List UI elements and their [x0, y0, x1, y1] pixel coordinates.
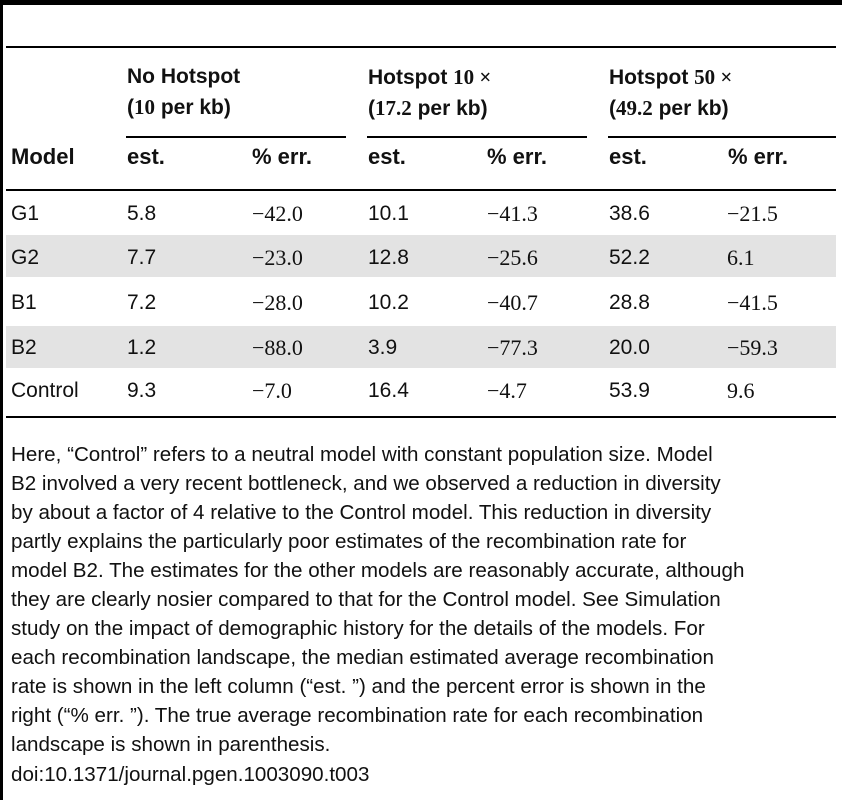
footnote-line: Here, “Control” refers to a neutral mode… [11, 443, 713, 466]
footnote-line: right (“% err. ”). The true average reco… [11, 704, 704, 727]
cell-est: 20.0 [609, 336, 650, 359]
cell-est: 9.3 [127, 379, 157, 402]
cell-est: 53.9 [609, 379, 650, 402]
cell-err: −59.3 [727, 335, 778, 360]
group-header-hotspot-10x: Hotspot 10 × (17.2 per kb) [368, 65, 492, 120]
group-underline-no-hotspot [126, 136, 346, 138]
cell-err: −21.5 [727, 201, 778, 226]
cell-est: 28.8 [609, 291, 650, 314]
column-header-model: Model [11, 144, 75, 169]
cell-est: 1.2 [127, 336, 157, 359]
footnote-line: B2 involved a very recent bottleneck, an… [11, 472, 721, 495]
cell-est: 38.6 [609, 202, 650, 225]
left-border-rule [0, 0, 3, 800]
cell-model: B2 [11, 336, 37, 359]
cell-model: G1 [11, 202, 40, 225]
footnote-line: they are clearly nosier compared to that… [11, 588, 721, 611]
top-border-rule [0, 0, 842, 5]
cell-err: −41.3 [487, 201, 538, 226]
cell-est: 10.2 [368, 291, 409, 314]
column-header-err: % err. [487, 144, 547, 169]
cell-err: −7.0 [252, 378, 292, 403]
doi-link[interactable]: doi:10.1371/journal.pgen.1003090.t003 [11, 763, 370, 786]
cell-est: 16.4 [368, 379, 409, 402]
footnote-line: by about a factor of 4 relative to the C… [11, 501, 712, 524]
cell-est: 7.7 [127, 246, 157, 269]
cell-err: −42.0 [252, 201, 303, 226]
table-top-rule [6, 46, 836, 48]
cell-model: B1 [11, 291, 37, 314]
table-bottom-rule [6, 416, 836, 418]
footnote-line: study on the impact of demographic histo… [11, 617, 705, 640]
cell-est: 5.8 [127, 202, 157, 225]
footnote-line: rate is shown in the left column (“est. … [11, 675, 706, 698]
footnote-line: landscape is shown in parenthesis. [11, 733, 331, 756]
footnote-line: partly explains the particularly poor es… [11, 530, 687, 553]
cell-err: −77.3 [487, 335, 538, 360]
column-header-est: est. [127, 144, 165, 169]
cell-err: −88.0 [252, 335, 303, 360]
cell-err: 9.6 [727, 378, 755, 403]
column-header-err: % err. [252, 144, 312, 169]
table-footnote: Here, “Control” refers to a neutral mode… [11, 440, 841, 759]
cell-est: 52.2 [609, 246, 650, 269]
group-header-hotspot-50x: Hotspot 50 × (49.2 per kb) [609, 65, 733, 120]
cell-err: 6.1 [727, 245, 755, 270]
group-underline-hotspot-50x [608, 136, 836, 138]
cell-est: 12.8 [368, 246, 409, 269]
column-header-est: est. [368, 144, 406, 169]
cell-err: −4.7 [487, 378, 527, 403]
cell-err: −25.6 [487, 245, 538, 270]
cell-est: 7.2 [127, 291, 157, 314]
cell-err: −41.5 [727, 290, 778, 315]
cell-est: 10.1 [368, 202, 409, 225]
row-shading [6, 235, 836, 277]
header-bottom-rule [6, 189, 836, 191]
column-header-err: % err. [728, 144, 788, 169]
group-header-no-hotspot: No Hotspot (10 per kb) [127, 65, 241, 119]
column-header-est: est. [609, 144, 647, 169]
footnote-line: each recombination landscape, the median… [11, 646, 714, 669]
group-underline-hotspot-10x [367, 136, 587, 138]
cell-model: Control [11, 379, 79, 402]
row-shading [6, 326, 836, 368]
cell-est: 3.9 [368, 336, 398, 359]
footnote-line: model B2. The estimates for the other mo… [11, 559, 745, 582]
cell-err: −28.0 [252, 290, 303, 315]
cell-err: −23.0 [252, 245, 303, 270]
cell-model: G2 [11, 246, 40, 269]
cell-err: −40.7 [487, 290, 538, 315]
